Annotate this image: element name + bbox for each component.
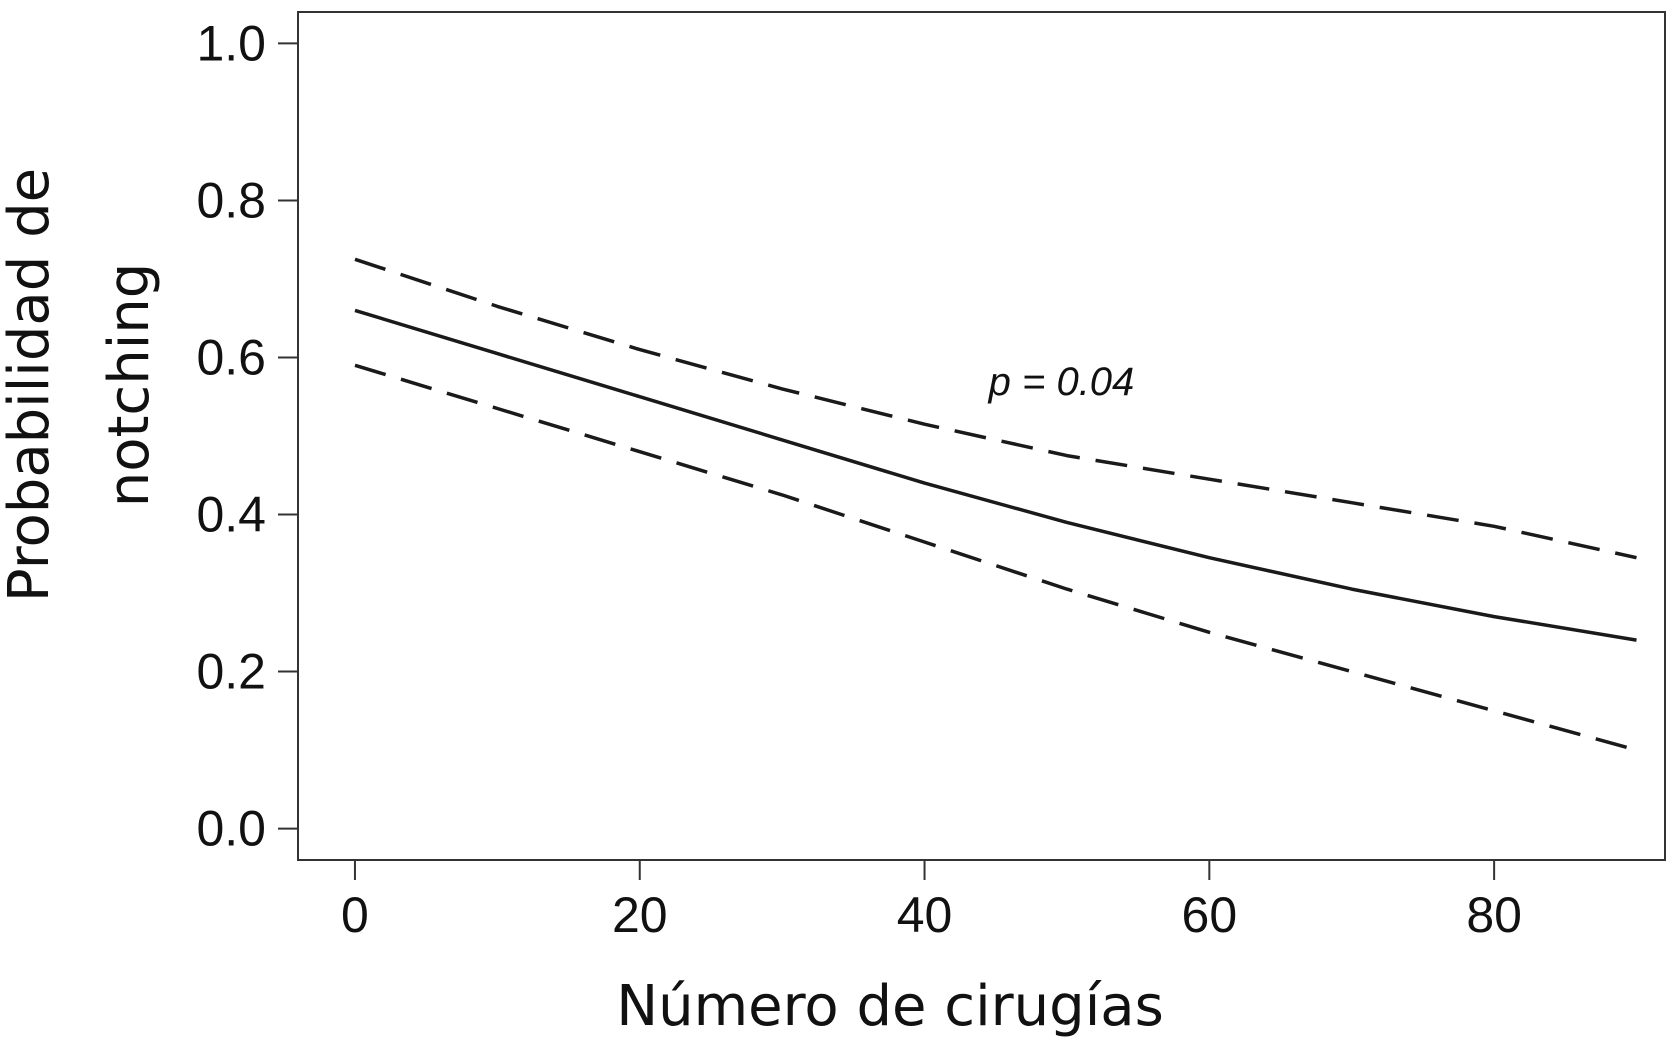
x-tick-label: 0: [341, 887, 369, 943]
series-layer: [355, 259, 1637, 750]
x-tick-label: 60: [1182, 887, 1238, 943]
x-tick-label: 80: [1466, 887, 1522, 943]
upper-ci-line: [355, 259, 1637, 557]
x-axis-title: Número de cirugías: [616, 974, 1164, 1039]
x-tick-label: 40: [897, 887, 953, 943]
y-axis-title: Probabilidad de notching: [0, 168, 162, 602]
y-tick-label: 1.0: [196, 15, 266, 71]
y-tick-label: 0.0: [196, 801, 266, 857]
y-tick-label: 0.4: [196, 487, 266, 543]
y-axis-title-line-1: Probabilidad de: [0, 168, 62, 602]
y-axis-title-line-2: notching: [97, 263, 162, 508]
x-axis: 0 20 40 60 80: [341, 860, 1522, 943]
y-axis: 0.0 0.2 0.4 0.6 0.8 1.0: [196, 15, 298, 856]
x-tick-label: 20: [612, 887, 668, 943]
lower-ci-line: [355, 365, 1637, 750]
p-value-annotation: p = 0.04: [988, 360, 1135, 404]
y-tick-label: 0.8: [196, 172, 266, 228]
y-tick-label: 0.2: [196, 644, 266, 700]
y-tick-label: 0.6: [196, 329, 266, 385]
